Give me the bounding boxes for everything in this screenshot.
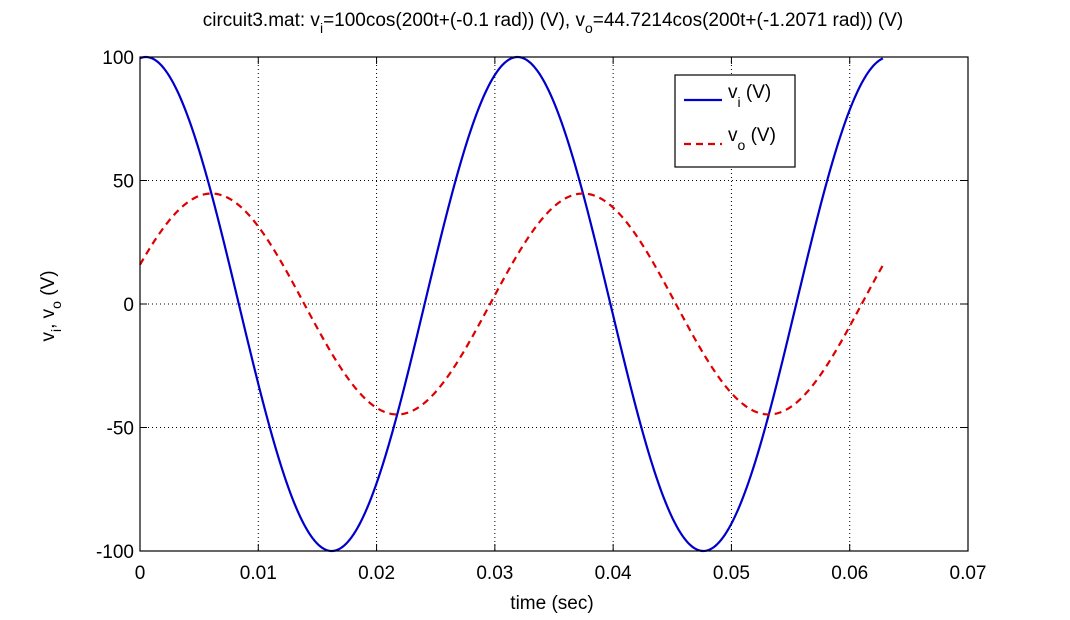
series-line-vo: [139, 192, 884, 416]
x-axis-label: time (sec): [510, 593, 593, 614]
legend-label-vi: vi (V): [728, 82, 771, 110]
x-tick-label: 0.06: [831, 563, 868, 584]
y-tick-label: 100: [102, 48, 134, 69]
x-tick-labels: 0 0.01 0.02 0.03 0.04 0.05 0.06 0.07: [135, 563, 987, 584]
x-tick-label: 0.01: [240, 563, 277, 584]
legend: vi (V) vo (V): [674, 74, 796, 168]
x-tick-label: 0.07: [950, 563, 987, 584]
y-tick-label: -50: [107, 419, 134, 440]
y-tick-label: -100: [96, 542, 134, 563]
x-tick-label: 0.04: [595, 563, 632, 584]
y-tick-label: 50: [113, 172, 134, 193]
series-line-vi: [139, 55, 884, 553]
series-lines: [139, 55, 884, 553]
y-axis-label: vi, vo (V): [38, 270, 64, 341]
plot-frame: [139, 56, 969, 552]
x-tick-label: 0.02: [358, 563, 395, 584]
chart-title: circuit3.mat: vi=100cos(200t+(-0.1 rad))…: [203, 10, 904, 36]
y-tick-labels: -100 -50 0 50 100: [96, 48, 134, 563]
x-tick-label: 0.03: [476, 563, 513, 584]
y-tick-label: 0: [123, 295, 134, 316]
x-tick-label: 0.05: [713, 563, 750, 584]
legend-box: [674, 74, 796, 168]
x-tick-label: 0: [135, 563, 146, 584]
legend-label-vo: vo (V): [728, 125, 776, 153]
